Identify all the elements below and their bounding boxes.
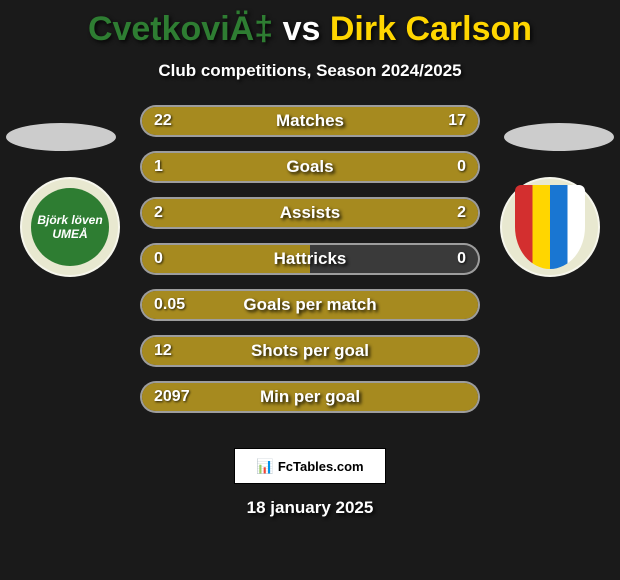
comparison-title: CvetkoviÄ‡ vs Dirk Carlson [0,0,620,49]
stat-row: 12Shots per goal [140,335,480,367]
stat-label: Shots per goal [140,335,480,367]
player1-name: CvetkoviÄ‡ [88,10,273,48]
left-ellipse [6,123,116,151]
stat-row: 22Assists [140,197,480,229]
source-label: FcTables.com [278,459,364,474]
team-badge-left-text: Björk löven UMEÅ [31,188,109,266]
stat-row: 0.05Goals per match [140,289,480,321]
stat-row: 00Hattricks [140,243,480,275]
right-ellipse [504,123,614,151]
stat-label: Matches [140,105,480,137]
team-badge-left: Björk löven UMEÅ [20,177,120,277]
stat-label: Goals per match [140,289,480,321]
stat-row: 10Goals [140,151,480,183]
snapshot-date: 18 january 2025 [0,498,620,518]
stat-label: Assists [140,197,480,229]
stat-label: Min per goal [140,381,480,413]
player2-name: Dirk Carlson [330,10,532,48]
chart-icon: 📊 [256,458,273,475]
stats-column: 2217Matches 10Goals 22Assists 00Hattricks 0.… [140,105,480,427]
stat-row: 2097Min per goal [140,381,480,413]
source-badge: 📊 FcTables.com [234,448,386,484]
team-badge-right [500,177,600,277]
season-subtitle: Club competitions, Season 2024/2025 [0,61,620,81]
stat-row: 2217Matches [140,105,480,137]
vs-label: vs [283,10,321,48]
stat-label: Goals [140,151,480,183]
stat-label: Hattricks [140,243,480,275]
team-badge-right-shield [515,185,585,269]
